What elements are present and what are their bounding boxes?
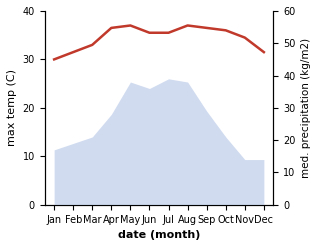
Y-axis label: med. precipitation (kg/m2): med. precipitation (kg/m2) (301, 38, 311, 178)
Y-axis label: max temp (C): max temp (C) (7, 69, 17, 146)
X-axis label: date (month): date (month) (118, 230, 200, 240)
